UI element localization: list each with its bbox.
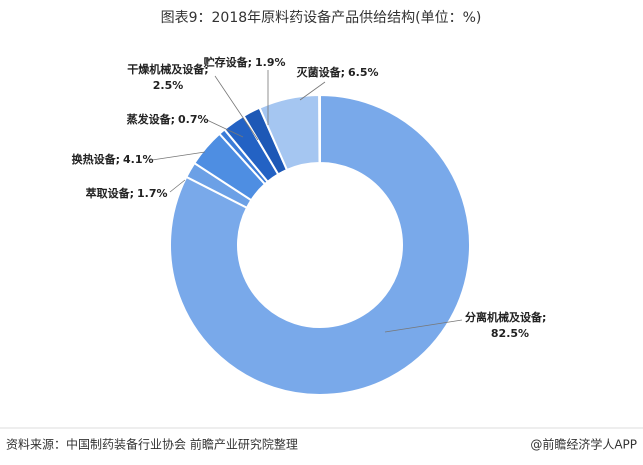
data-label-value: 6.5% [348, 66, 379, 79]
leader-line [214, 75, 259, 141]
donut-segment [169, 93, 471, 396]
data-label-name: 换热设备; [72, 152, 120, 166]
data-label-value: 0.7% [178, 113, 209, 126]
chart-title: 图表9：2018年原料药设备产品供给结构(单位：%) [161, 9, 482, 26]
data-label-value: 2.5% [153, 79, 184, 92]
data-label-value: 4.1% [123, 153, 154, 166]
leader-line [206, 119, 244, 138]
data-label-value: 1.9% [255, 56, 286, 69]
donut-segment [258, 93, 321, 172]
data-label-name: 萃取设备; [86, 186, 134, 200]
leader-line [384, 319, 463, 333]
data-label-name: 贮存设备; [203, 55, 252, 69]
source-note: 资料来源：中国制药装备行业协会 前瞻产业研究院整理 [6, 437, 298, 452]
data-label-value: 1.7% [137, 187, 168, 200]
data-label-name: 灭菌设备; [296, 65, 345, 79]
data-label-name: 分离机械及设备; [465, 310, 546, 324]
credit: @前瞻经济学人APP [530, 437, 637, 452]
leader-line [299, 81, 326, 101]
data-label-name: 蒸发设备; [127, 112, 175, 126]
leader-line [169, 179, 186, 193]
data-label-value: 82.5% [491, 327, 529, 340]
leader-line [151, 151, 206, 161]
data-label-name: 干燥机械及设备; [127, 62, 208, 76]
